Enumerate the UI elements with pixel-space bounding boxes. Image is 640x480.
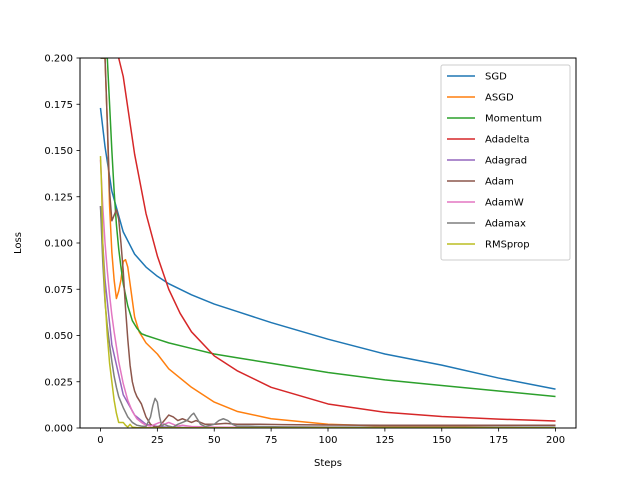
legend-box (440, 64, 571, 261)
y-tick-label: 0.025 (44, 377, 73, 388)
x-tick-label: 175 (489, 435, 508, 446)
x-tick-label: 125 (375, 435, 394, 446)
legend-label-adam: Adam (485, 177, 514, 188)
legend-label-adagrad: Adagrad (485, 156, 527, 167)
x-tick-label: 50 (208, 435, 221, 446)
legend-label-adamw: AdamW (485, 198, 524, 209)
x-tick-label: 100 (318, 435, 337, 446)
y-axis-label: Loss (13, 232, 24, 254)
y-tick-label: 0.100 (44, 239, 73, 250)
legend-label-adamax: Adamax (485, 219, 526, 230)
series-layer (99, 58, 556, 428)
y-tick-label: 0.150 (44, 146, 73, 157)
y-tick-label: 0.000 (44, 424, 73, 435)
y-axis: 0.000 0.025 0.050 0.075 0.100 0.125 0.150 0.175… (44, 54, 80, 435)
x-tick-label: 75 (265, 435, 278, 446)
series-line-adadelta (117, 58, 556, 422)
x-axis: 0 25 50 75 100 125 150 175 200 (97, 428, 565, 446)
legend-label-adadelta: Adadelta (485, 135, 529, 146)
y-tick-label: 0.050 (44, 331, 73, 342)
legend-label-sgd: SGD (485, 72, 507, 83)
legend: SGD ASGD Momentum Adadelta Adagrad Adam AdamW A… (440, 64, 571, 261)
x-tick-label: 25 (151, 435, 164, 446)
y-tick-label: 0.200 (44, 54, 73, 65)
y-tick-label: 0.075 (44, 285, 73, 296)
series-line-adamax (99, 205, 556, 428)
legend-label-rmsprop: RMSprop (485, 240, 530, 251)
series-line-asgd (100, 58, 556, 428)
x-tick-label: 200 (546, 435, 565, 446)
series-line-sgd (99, 107, 556, 390)
x-tick-label: 0 (97, 435, 103, 446)
legend-label-momentum: Momentum (485, 114, 542, 125)
series-line-momentum (100, 58, 556, 398)
x-axis-label: Steps (314, 458, 342, 469)
y-tick-label: 0.125 (44, 192, 73, 203)
x-tick-label: 150 (432, 435, 451, 446)
legend-label-asgd: ASGD (485, 93, 514, 104)
y-tick-label: 0.175 (44, 100, 73, 111)
series-line-adam (100, 58, 556, 428)
